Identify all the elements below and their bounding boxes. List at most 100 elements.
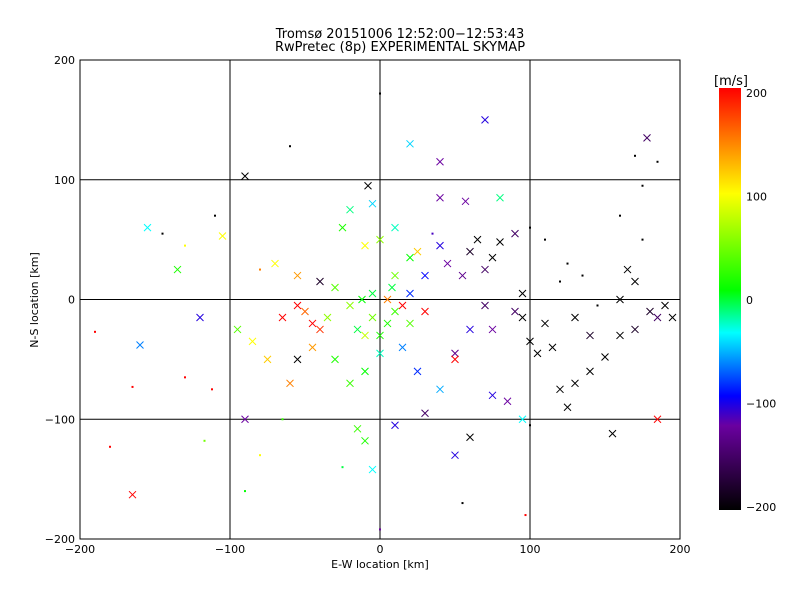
- scatter-cross: [511, 307, 519, 316]
- colorbar-tick-label: −100: [746, 398, 776, 411]
- scatter-cross: [316, 325, 324, 334]
- scatter-dot: [544, 238, 546, 241]
- scatter-cross: [346, 205, 354, 214]
- scatter-dot: [214, 214, 216, 217]
- scatter-cross: [458, 271, 467, 280]
- scatter-cross: [368, 289, 377, 298]
- scatter-cross: [668, 313, 677, 322]
- scatter-cross: [233, 325, 242, 334]
- scatter-cross: [413, 247, 422, 256]
- scatter-cross: [376, 235, 384, 244]
- scatter-cross: [388, 283, 396, 292]
- scatter-dot: [259, 268, 261, 271]
- scatter-cross: [518, 415, 527, 424]
- scatter-cross: [488, 325, 497, 334]
- scatter-cross: [218, 232, 227, 240]
- scatter-cross: [358, 295, 366, 304]
- scatter-cross: [511, 229, 519, 238]
- scatter-cross: [631, 325, 639, 334]
- scatter-cross: [293, 271, 302, 280]
- y-axis-label: N-S location [km]: [28, 252, 41, 348]
- scatter-cross: [503, 397, 512, 406]
- scatter-cross: [143, 223, 152, 232]
- scatter-cross: [548, 343, 557, 352]
- scatter-cross: [383, 319, 392, 328]
- scatter-cross: [293, 301, 302, 310]
- scatter-cross: [368, 465, 377, 474]
- scatter-cross: [451, 451, 459, 460]
- x-tick-label: −200: [65, 543, 95, 556]
- scatter-cross: [406, 289, 414, 298]
- scatter-cross: [346, 301, 354, 310]
- scatter-cross: [451, 355, 459, 364]
- scatter-dot: [641, 184, 644, 187]
- scatter-cross: [173, 265, 182, 274]
- scatter-cross: [466, 247, 474, 256]
- scatter-cross: [653, 415, 662, 424]
- plot-frame: [79, 59, 681, 540]
- scatter-cross: [391, 421, 399, 430]
- scatter-dot: [184, 376, 186, 379]
- scatter-dot: [341, 466, 344, 469]
- scatter-dot: [259, 454, 261, 457]
- scatter-cross: [488, 391, 497, 400]
- scatter-cross: [136, 341, 144, 349]
- scatter-cross: [331, 283, 339, 292]
- scatter-dot: [524, 514, 527, 517]
- x-tick-label: 0: [377, 543, 384, 556]
- scatter-cross: [301, 307, 309, 316]
- scatter-dot: [244, 490, 246, 493]
- scatter-cross: [383, 295, 392, 304]
- scatter-cross: [263, 355, 272, 364]
- scatter-cross: [241, 415, 249, 424]
- scatter-cross: [248, 337, 257, 346]
- chart-title: Tromsø 20151006 12:52:00−12:53:43: [275, 27, 525, 42]
- y-tick-label: −200: [45, 533, 75, 546]
- scatter-cross: [643, 133, 651, 142]
- scatter-cross: [308, 343, 317, 352]
- scatter-cross: [398, 343, 407, 352]
- scatter-cross: [376, 331, 384, 340]
- scatter-cross: [241, 172, 249, 181]
- scatter-cross: [473, 235, 482, 244]
- scatter-cross: [361, 331, 369, 340]
- scatter-cross: [451, 349, 459, 358]
- scatter-cross: [421, 271, 429, 280]
- scatter-dot: [131, 385, 134, 388]
- scatter-cross: [436, 193, 444, 202]
- scatter-cross: [436, 157, 444, 166]
- y-tick-label: −100: [45, 413, 75, 426]
- scatter-cross: [488, 253, 497, 262]
- scatter-cross: [466, 433, 474, 442]
- scatter-cross: [338, 223, 347, 232]
- scatter-cross: [128, 490, 137, 499]
- scatter-dot: [94, 330, 96, 333]
- scatter-dot: [596, 304, 599, 307]
- scatter-cross: [361, 241, 369, 250]
- scatter-dot: [619, 214, 621, 217]
- scatter-cross: [608, 429, 617, 438]
- y-tick-label: 0: [68, 294, 75, 307]
- scatter-cross: [391, 223, 399, 232]
- scatter-cross: [361, 367, 369, 376]
- scatter-cross: [436, 385, 444, 394]
- scatter-cross: [406, 253, 414, 262]
- scatter-cross: [601, 353, 609, 361]
- x-tick-label: −100: [215, 543, 245, 556]
- x-tick-label: 100: [520, 543, 541, 556]
- chart-subtitle: RwPretec (8p) EXPERIMENTAL SKYMAP: [274, 40, 526, 55]
- grid-lines: [80, 60, 680, 539]
- scatter-cross: [316, 277, 324, 286]
- scatter-cross: [623, 265, 632, 274]
- scatter-cross: [293, 355, 302, 364]
- scatter-cross: [481, 265, 489, 274]
- scatter-dot: [379, 528, 381, 531]
- scatter-cross: [421, 307, 429, 316]
- scatter-dot: [581, 274, 584, 277]
- colorbar: [719, 88, 741, 510]
- scatter-cross: [563, 403, 572, 412]
- scatter-cross: [391, 271, 399, 280]
- scatter-cross: [421, 409, 429, 418]
- colorbar-label: [m/s]: [714, 74, 748, 89]
